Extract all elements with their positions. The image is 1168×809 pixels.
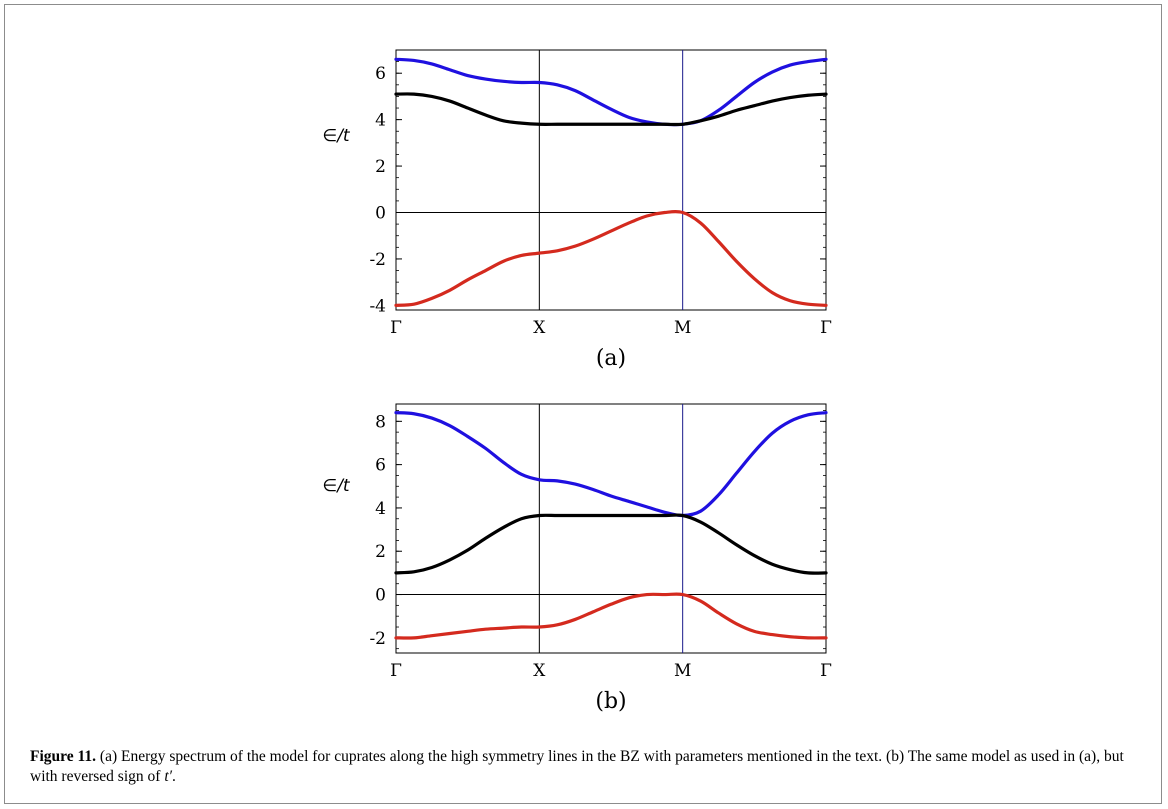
plot-frame xyxy=(395,49,827,311)
band-line-1 xyxy=(394,411,828,518)
caption-text: (a) Energy spectrum of the model for cup… xyxy=(30,748,1124,785)
figure-canvas: -4 -2 0 2 4 6 Γ X M Γ ∈/t (a) -2 0 2 4 6 8 Γ X M Γ ∈/t (b) xyxy=(322,49,832,714)
y-tick-label: 0 xyxy=(375,586,386,606)
y-tick-label: -2 xyxy=(369,250,386,270)
caption-end: . xyxy=(172,768,176,785)
panel-a: -4 -2 0 2 4 6 Γ X M Γ ∈/t (a) xyxy=(322,49,832,371)
y-tick-label: 2 xyxy=(375,542,386,562)
y-axis-label: ∈/t xyxy=(322,476,351,496)
y-axis-label: ∈/t xyxy=(322,126,351,146)
band-line-3 xyxy=(394,592,828,640)
band-line-2 xyxy=(394,92,828,127)
x-tick-label: Γ xyxy=(820,318,832,338)
y-tick-label: -2 xyxy=(369,629,386,649)
caption-symbol: t′ xyxy=(164,768,173,785)
plot-frame xyxy=(395,403,827,654)
band-line-2 xyxy=(394,513,828,575)
band-line-1 xyxy=(394,57,828,127)
band-line-3 xyxy=(394,209,828,307)
panel-label: (a) xyxy=(596,346,626,371)
caption-label: Figure 11. xyxy=(30,748,97,765)
y-tick-label: 6 xyxy=(375,64,386,84)
figure-caption: Figure 11. (a) Energy spectrum of the mo… xyxy=(30,747,1140,787)
x-tick-label: X xyxy=(533,318,546,338)
y-tick-label: 6 xyxy=(375,456,386,476)
y-tick-label: 4 xyxy=(375,111,386,131)
y-tick-label: 0 xyxy=(375,204,386,224)
x-tick-label: Γ xyxy=(390,661,402,681)
x-tick-label: M xyxy=(674,661,691,681)
y-tick-label: 2 xyxy=(375,157,386,177)
panel-b: -2 0 2 4 6 8 Γ X M Γ ∈/t (b) xyxy=(322,403,832,714)
x-tick-label: X xyxy=(533,661,546,681)
y-tick-label: 8 xyxy=(375,412,386,432)
x-tick-label: M xyxy=(674,318,691,338)
y-tick-label: 4 xyxy=(375,499,386,519)
panel-label: (b) xyxy=(595,689,626,714)
x-tick-label: Γ xyxy=(390,318,402,338)
x-tick-label: Γ xyxy=(820,661,832,681)
y-tick-label: -4 xyxy=(369,296,386,316)
